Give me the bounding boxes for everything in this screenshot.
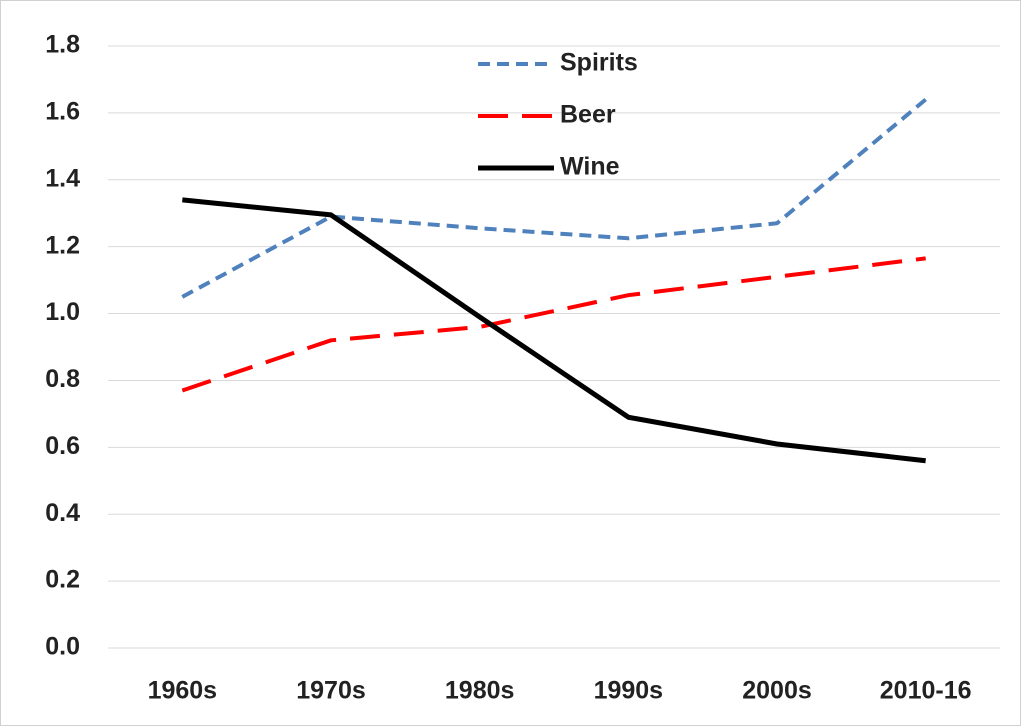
x-tick-label: 1970s — [296, 677, 366, 705]
series-line — [182, 197, 926, 464]
y-tick-label: 1.2 — [45, 231, 80, 259]
y-tick-label: 0.6 — [45, 432, 80, 460]
legend-label: Spirits — [560, 49, 638, 77]
legend-label: Beer — [560, 101, 616, 129]
x-tick-label: 1980s — [445, 677, 515, 705]
series-line — [181, 256, 926, 393]
x-tick-label: 2000s — [742, 677, 812, 705]
y-tick-label: 1.6 — [45, 97, 80, 125]
y-tick-label: 1.4 — [45, 164, 80, 192]
x-tick-label: 2010-16 — [880, 677, 972, 705]
y-tick-label: 0.0 — [45, 633, 80, 661]
series-line — [181, 97, 927, 299]
y-tick-label: 0.8 — [45, 365, 80, 393]
y-tick-label: 1.8 — [45, 31, 80, 59]
legend-label: Wine — [560, 153, 620, 181]
x-tick-label: 1990s — [594, 677, 664, 705]
y-tick-label: 1.0 — [45, 298, 80, 326]
y-tick-label: 0.4 — [45, 499, 80, 527]
x-tick-label: 1960s — [148, 677, 218, 705]
y-tick-label: 0.2 — [45, 566, 80, 594]
